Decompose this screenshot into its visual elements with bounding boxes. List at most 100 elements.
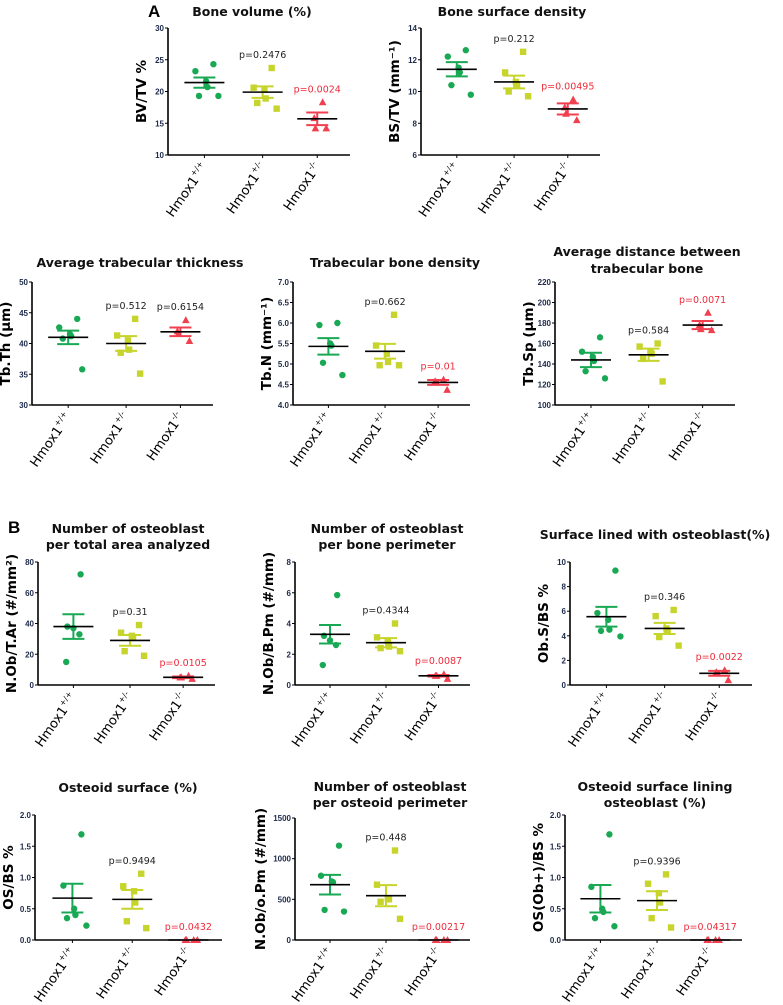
chart-panel: Trabecular bone density 4.0 4.5 5.0 5.5 6.0 6.… xyxy=(259,255,480,470)
y-tick-label: 12 xyxy=(408,56,417,65)
data-point-ko xyxy=(720,666,729,674)
x-tick-label: Hmox1+/+ xyxy=(288,690,338,751)
data-point-het xyxy=(391,620,399,627)
y-axis-label: Tb.Sp (µm) xyxy=(521,301,537,385)
data-point-ko xyxy=(322,124,331,132)
p-value: p=0.512 xyxy=(106,301,147,312)
x-tick-label: Hmox1+/- xyxy=(617,944,664,1002)
data-point-het xyxy=(659,378,666,385)
data-point-wt xyxy=(56,324,63,331)
data-point-wt xyxy=(334,319,341,327)
y-tick-label: 4 xyxy=(287,620,292,629)
data-point-het xyxy=(501,69,509,76)
data-point-het xyxy=(136,370,144,377)
data-point-wt xyxy=(321,906,328,914)
x-tick-label: Hmox1+/+ xyxy=(26,410,76,471)
y-tick-label: 1.5 xyxy=(550,842,562,851)
y-tick-label: 2.0 xyxy=(20,811,32,820)
group-name: Hmox1 xyxy=(416,174,455,220)
data-point-het xyxy=(254,99,261,107)
y-tick-label: 1.0 xyxy=(550,874,562,883)
x-tick-label: Hmox1-/- xyxy=(400,409,445,463)
data-point-wt xyxy=(339,371,346,379)
chart-title: Osteoid surface lining xyxy=(578,779,733,794)
p-value: p=0.2476 xyxy=(239,50,286,61)
x-tick-label: Hmox1+/+ xyxy=(415,160,465,221)
data-point-wt xyxy=(329,879,337,886)
x-tick-label: Hmox1-/- xyxy=(143,409,188,463)
group-genotype: +/+ xyxy=(314,945,331,963)
data-point-ko xyxy=(443,385,451,393)
y-axis-label: Ob.S/BS % xyxy=(536,583,552,663)
x-tick-label: Hmox1+/- xyxy=(345,409,392,467)
data-point-het xyxy=(391,847,399,854)
data-point-het xyxy=(505,88,512,95)
p-value: p=0.0071 xyxy=(679,295,726,306)
y-tick-label: 120 xyxy=(538,381,552,390)
data-point-het xyxy=(383,350,391,357)
y-tick-label: 2.0 xyxy=(550,811,562,820)
y-tick-label: 6 xyxy=(287,589,292,598)
chart-title: Osteoid surface (%) xyxy=(58,780,197,795)
x-tick-label: Hmox1+/+ xyxy=(286,410,336,471)
group-name: Hmox1 xyxy=(674,953,713,999)
group-name: Hmox1 xyxy=(281,168,320,214)
y-axis-label: OS(Ob+)/BS % xyxy=(531,822,547,932)
y-tick-label: 8 xyxy=(562,583,567,592)
data-point-wt xyxy=(467,91,474,98)
data-point-het xyxy=(654,340,661,347)
data-point-het xyxy=(384,637,391,644)
chart-title: trabecular bone xyxy=(591,261,703,276)
data-point-het xyxy=(384,358,392,366)
x-tick-label: Hmox1-/- xyxy=(150,944,195,998)
group-name: Hmox1 xyxy=(92,701,131,747)
x-tick-label: Hmox1-/- xyxy=(401,689,446,743)
chart-title: osteoblast (%) xyxy=(604,795,706,810)
y-tick-label: 6.5 xyxy=(278,299,290,308)
x-tick-label: Hmox1-/- xyxy=(279,159,324,213)
data-point-het xyxy=(120,883,127,890)
data-point-het xyxy=(675,642,682,649)
data-point-wt xyxy=(215,92,222,100)
data-point-wt xyxy=(83,922,90,929)
y-tick-label: 180 xyxy=(538,319,552,328)
y-tick-label: 5.5 xyxy=(278,340,290,349)
x-tick-label: Hmox1-/- xyxy=(665,409,710,463)
x-tick-label: Hmox1+/+ xyxy=(288,945,338,1005)
data-point-ko xyxy=(724,676,733,684)
x-tick-label: Hmox1-/- xyxy=(681,689,726,743)
y-axis-label: Tb.Th (µm) xyxy=(0,302,14,386)
chart-title: Bone volume (%) xyxy=(192,4,312,19)
y-tick-label: 4.5 xyxy=(278,381,290,390)
group-name: Hmox1 xyxy=(683,698,722,744)
p-value: p=0.0087 xyxy=(415,656,462,667)
data-point-het xyxy=(140,652,148,659)
y-tick-label: 40 xyxy=(19,340,28,349)
group-genotype: +/+ xyxy=(314,690,331,708)
data-point-het xyxy=(143,924,150,932)
data-point-wt xyxy=(606,831,613,838)
data-point-wt xyxy=(448,81,455,89)
data-point-het xyxy=(130,888,138,895)
p-value: p=0.0024 xyxy=(294,84,341,95)
data-point-wt xyxy=(612,567,619,574)
data-point-wt xyxy=(210,60,217,68)
data-point-wt xyxy=(597,627,605,635)
group-genotype: +/+ xyxy=(441,160,458,178)
data-point-wt xyxy=(192,67,199,75)
group-name: Hmox1 xyxy=(626,701,665,747)
chart-panel: Average distance between trabecular bone 1… xyxy=(521,244,741,470)
data-point-het xyxy=(640,355,647,363)
data-point-het xyxy=(667,924,675,931)
p-value: p=0.9396 xyxy=(633,856,680,867)
group-name: Hmox1 xyxy=(402,698,441,744)
group-name: Hmox1 xyxy=(619,956,658,1002)
data-point-wt xyxy=(617,633,624,640)
data-point-het xyxy=(123,918,131,925)
chart-title: per bone perimeter xyxy=(318,537,456,552)
y-tick-label: 20 xyxy=(155,88,164,97)
p-value: p=0.584 xyxy=(628,326,669,337)
y-axis-label: N.Ob/B.Pm (#/mm) xyxy=(261,552,277,695)
data-point-het xyxy=(376,362,383,369)
